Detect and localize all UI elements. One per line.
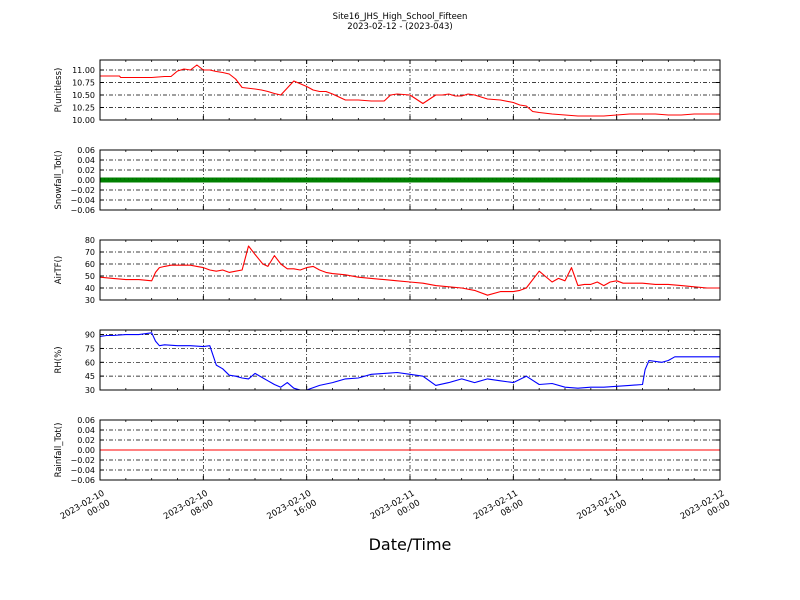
x-axis-label: Date/Time	[369, 535, 452, 554]
series-line	[99, 245, 720, 296]
chart-panels: 10.00 10.25 10.50 10.75 11.00 P(unitless) −0.0…	[54, 59, 721, 485]
y-tick-label: 60	[85, 358, 95, 367]
y-tick-label: 10.00	[72, 116, 95, 125]
y-tick-label: 10.50	[72, 91, 95, 100]
panel-5: −0.06−0.04−0.020.000.020.040.06 Rainfall_…	[54, 416, 721, 485]
panel-4: 30 45 60 75 90 RH(%)	[54, 329, 721, 395]
plot-frame	[99, 329, 721, 391]
y-axis-label: P(unitless)	[54, 68, 64, 113]
y-tick-label: −0.04	[70, 196, 95, 205]
y-tick-label: −0.06	[70, 206, 95, 215]
y-axis-label: Snowfall_Tot()	[54, 150, 64, 209]
y-tick-label: 40	[85, 284, 95, 293]
y-tick-label: 30	[85, 386, 95, 395]
y-tick-label: 60	[85, 260, 95, 269]
y-tick-label: −0.02	[70, 456, 95, 465]
plot-frame	[99, 419, 721, 481]
y-tick-label: 90	[85, 331, 95, 340]
y-tick-label: 10.75	[72, 79, 95, 88]
y-tick-label: 0.00	[77, 176, 95, 185]
y-tick-label: 75	[85, 344, 95, 353]
plot-frame	[99, 149, 721, 211]
panel-2: −0.06−0.04−0.020.000.020.040.06 Snowfall_…	[54, 146, 721, 215]
plot-frame	[99, 239, 721, 301]
y-tick-label: 0.06	[77, 146, 95, 155]
y-tick-label: 70	[85, 248, 95, 257]
series-line	[100, 64, 720, 117]
y-tick-label: −0.02	[70, 186, 95, 195]
y-tick-label: 10.25	[72, 104, 95, 113]
chart-title-line-2: 2023-02-12 - (2023-043)	[347, 22, 452, 32]
y-tick-label: 50	[85, 272, 95, 281]
y-tick-label: 0.02	[77, 436, 95, 445]
y-tick-label: 30	[85, 296, 95, 305]
panel-3: 30 40 50 60 70 80 AirTF()	[54, 236, 721, 305]
y-tick-label: 0.04	[77, 156, 95, 165]
y-tick-label: 0.06	[77, 416, 95, 425]
y-tick-label: 11.00	[72, 66, 95, 75]
plot-frame	[99, 59, 721, 121]
y-axis-label: AirTF()	[54, 256, 64, 284]
series-line	[99, 332, 720, 391]
y-tick-label: −0.06	[70, 476, 95, 485]
chart-title-line-1: Site16_JHS_High_School_Fifteen	[333, 12, 468, 22]
y-axis-label: Rainfall_Tot()	[54, 423, 64, 478]
y-tick-label: 45	[85, 372, 95, 381]
y-tick-label: 0.02	[77, 166, 95, 175]
y-tick-label: 0.04	[77, 426, 95, 435]
panel-1: 10.00 10.25 10.50 10.75 11.00 P(unitless)	[54, 59, 721, 125]
y-tick-label: −0.04	[70, 466, 95, 475]
y-tick-label: 80	[85, 236, 95, 245]
y-axis-label: RH(%)	[54, 346, 64, 373]
y-tick-label: 0.00	[77, 446, 95, 455]
